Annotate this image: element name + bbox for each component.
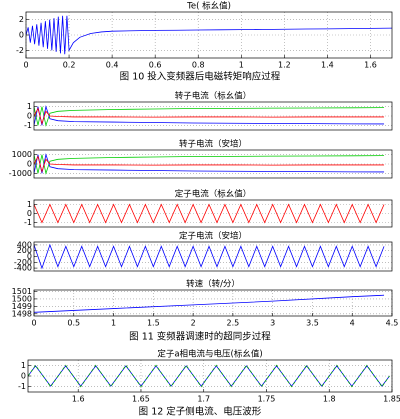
figure-caption: 图 12 定子侧电流、电压波形 (139, 406, 262, 418)
y-tick-label: -2 (16, 46, 24, 55)
x-tick-label: 1.4 (321, 61, 334, 70)
series-line (34, 106, 385, 127)
x-tick-label: 1.5 (147, 319, 160, 328)
x-tick-label: 0 (23, 61, 28, 70)
y-tick-label: 1501 (12, 287, 32, 296)
y-tick-label: 1500 (12, 294, 32, 303)
y-tick-label: 400 (17, 240, 32, 249)
x-tick-label: 3 (270, 319, 275, 328)
y-tick-label: 1000 (12, 150, 32, 159)
x-tick-label: 0.8 (192, 61, 205, 70)
figure-caption: 图 10 投入变频器后电磁转矩响应过程 (120, 71, 281, 83)
y-tick-label: 0 (27, 160, 32, 169)
x-tick-label: 1.6 (364, 61, 377, 70)
chart-title: 定子电流（安培） (179, 231, 247, 242)
x-tick-label: 0 (31, 319, 36, 328)
x-tick-label: 0.2 (63, 61, 76, 70)
series-line (34, 203, 385, 224)
y-tick-label: 0 (27, 209, 32, 218)
x-tick-label: 2.5 (227, 319, 240, 328)
y-tick-label: 2 (19, 15, 24, 24)
y-tick-label: 0 (27, 112, 32, 121)
x-tick-label: 1.75 (258, 395, 276, 404)
x-tick-label: 3.5 (306, 319, 319, 328)
y-tick-label: -1 (24, 121, 32, 130)
chart-title: 定子a相电流与电压(标幺值) (157, 349, 262, 360)
x-tick-label: 0.6 (149, 61, 162, 70)
chart-title: 转速（转/分） (186, 279, 240, 290)
series-line (28, 364, 390, 388)
y-tick-label: 1 (27, 102, 32, 111)
y-tick-label: 1499 (12, 302, 32, 311)
y-tick-label: -1 (24, 218, 32, 227)
chart-title: 转子电流（标幺值） (175, 91, 252, 102)
x-tick-label: 0.4 (106, 61, 119, 70)
series-line (34, 294, 385, 313)
y-tick-label: -1000 (9, 169, 32, 178)
series-line (34, 107, 385, 125)
plot-frame (33, 289, 393, 317)
y-tick-label: 0 (27, 252, 32, 261)
y-tick-label: -400 (14, 264, 32, 273)
y-tick-label: 200 (17, 246, 32, 255)
series-line (26, 15, 392, 55)
plot-frame (33, 149, 393, 179)
x-tick-label: 4 (350, 319, 355, 328)
plot-frame (33, 101, 393, 131)
x-tick-label: 1 (111, 319, 116, 328)
x-tick-label: 1.6 (72, 395, 85, 404)
y-tick-label: -200 (14, 258, 32, 267)
x-tick-label: 1.2 (278, 61, 291, 70)
y-tick-label: 1 (27, 200, 32, 209)
y-tick-label: -1 (18, 382, 26, 391)
x-tick-label: 1.8 (323, 395, 336, 404)
x-tick-label: 4.5 (386, 319, 399, 328)
figure-caption: 图 11 变频器调速时的超同步过程 (129, 331, 271, 343)
x-tick-label: 2 (191, 319, 196, 328)
series-line (34, 154, 385, 175)
chart-title: 转子电流（安培） (179, 139, 247, 150)
chart-title: 定子电流（标幺值） (175, 189, 252, 200)
x-tick-label: 1 (239, 61, 244, 70)
series-line (34, 155, 385, 173)
y-tick-label: 1 (21, 361, 26, 370)
chart-title: Te( 标幺值) (186, 1, 231, 12)
x-tick-label: 0.5 (67, 319, 80, 328)
x-tick-label: 1.7 (197, 395, 210, 404)
y-tick-label: 1498 (12, 309, 32, 318)
y-tick-label: 0 (19, 31, 24, 40)
y-tick-label: 0 (21, 372, 26, 381)
series-line (34, 243, 385, 270)
x-tick-label: 1.65 (132, 395, 150, 404)
x-tick-label: 1.85 (383, 395, 400, 404)
